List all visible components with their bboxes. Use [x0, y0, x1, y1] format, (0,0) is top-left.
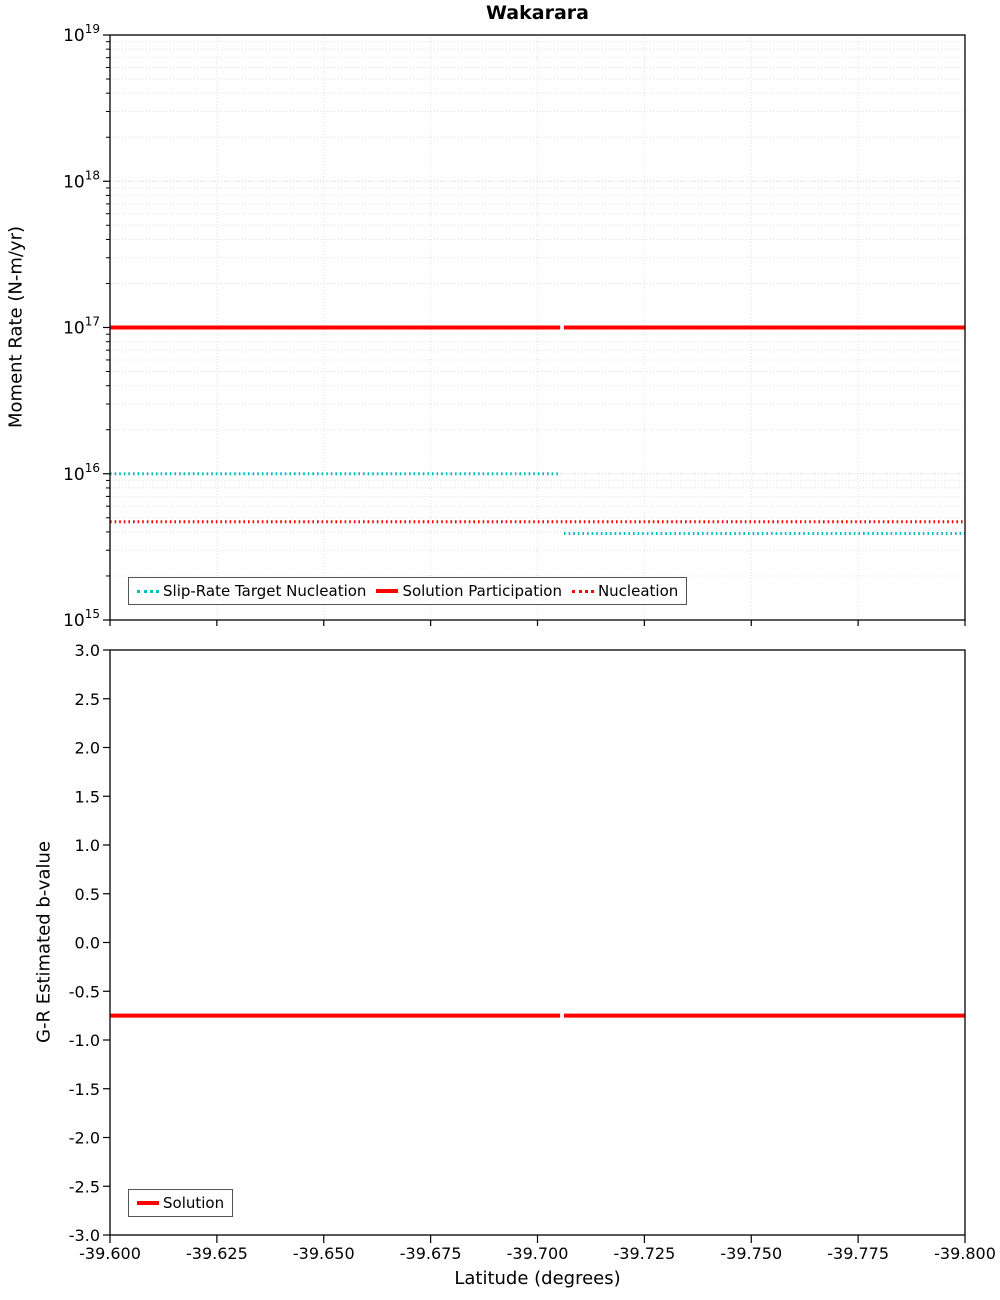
y-tick-mantissa: 10 [63, 465, 85, 485]
legend-line-sample [137, 1201, 159, 1205]
legend-line-sample [376, 589, 399, 593]
x-tick-label: -39.625 [186, 1244, 248, 1263]
y-tick-label: 0.0 [75, 934, 100, 953]
y-tick-label: -1.0 [69, 1031, 100, 1050]
y-tick-mantissa: 10 [63, 26, 85, 46]
legend-line-sample [571, 589, 594, 593]
y-tick-label: 1018 [63, 168, 100, 192]
legend-item: Solution Participation [376, 582, 562, 600]
y-tick-label: 1.0 [75, 836, 100, 855]
series-slip-rate-target-nucleation [110, 472, 965, 536]
y-tick-label: -2.5 [69, 1177, 100, 1196]
legend-label: Solution [163, 1194, 225, 1212]
y-tick-exponent: 17 [85, 315, 100, 329]
y-tick-label: -2.0 [69, 1129, 100, 1148]
x-tick-label: -39.800 [934, 1244, 996, 1263]
plot-border [109, 649, 966, 1236]
y-tick-label: 1016 [63, 461, 100, 485]
y-tick-label: -1.5 [69, 1080, 100, 1099]
y-tick-mantissa: 10 [63, 172, 85, 192]
y-tick-label: 1017 [63, 315, 100, 339]
top-y-axis-label: Moment Rate (N-m/yr) [5, 226, 27, 428]
legend-label: Slip-Rate Target Nucleation [163, 582, 367, 600]
y-tick-label: 3.0 [75, 641, 100, 660]
legend-item: Slip-Rate Target Nucleation [137, 582, 366, 600]
legend-line-sample [137, 589, 159, 593]
y-tick-exponent: 15 [85, 607, 100, 621]
y-tick-label: 0.5 [75, 885, 100, 904]
bottom-y-axis-label: G-R Estimated b-value [33, 841, 55, 1043]
bottom-legend: Solution [128, 1189, 234, 1217]
legend-label: Solution Participation [402, 582, 562, 600]
legend-item: Nucleation [571, 582, 679, 600]
legend-item: Solution [137, 1194, 224, 1212]
top-legend: Slip-Rate Target Nucleation Solution Part… [128, 577, 688, 605]
y-tick-label: 1019 [63, 22, 100, 46]
plot-b-value: -39.600 -39.625 -39.650 -39.675 -39.700 -39.7… [69, 641, 996, 1263]
x-tick-label: -39.675 [400, 1244, 462, 1263]
x-tick-label: -39.650 [293, 1244, 355, 1263]
y-tick-label: -0.5 [69, 982, 100, 1001]
page-title: Wakarara [486, 2, 589, 24]
y-tick-exponent: 19 [85, 22, 100, 36]
x-axis-label: Latitude (degrees) [454, 1268, 621, 1289]
ticks-b-value: -39.600 -39.625 -39.650 -39.675 -39.700 -39.7… [69, 641, 996, 1263]
y-tick-mantissa: 10 [63, 611, 85, 631]
x-tick-label: -39.725 [613, 1244, 675, 1263]
y-tick-exponent: 18 [85, 168, 100, 182]
x-tick-label: -39.775 [827, 1244, 889, 1263]
x-tick-label: -39.700 [507, 1244, 569, 1263]
y-tick-label: 1015 [63, 607, 100, 631]
y-tick-label: 2.5 [75, 690, 100, 709]
y-tick-label: 1.5 [75, 787, 100, 806]
y-tick-label: -3.0 [69, 1226, 100, 1245]
x-tick-label: -39.600 [79, 1244, 141, 1263]
y-tick-exponent: 16 [85, 461, 100, 475]
y-tick-label: 2.0 [75, 739, 100, 758]
legend-label: Nucleation [597, 582, 679, 600]
y-tick-mantissa: 10 [63, 319, 85, 339]
x-tick-label: -39.750 [720, 1244, 782, 1263]
